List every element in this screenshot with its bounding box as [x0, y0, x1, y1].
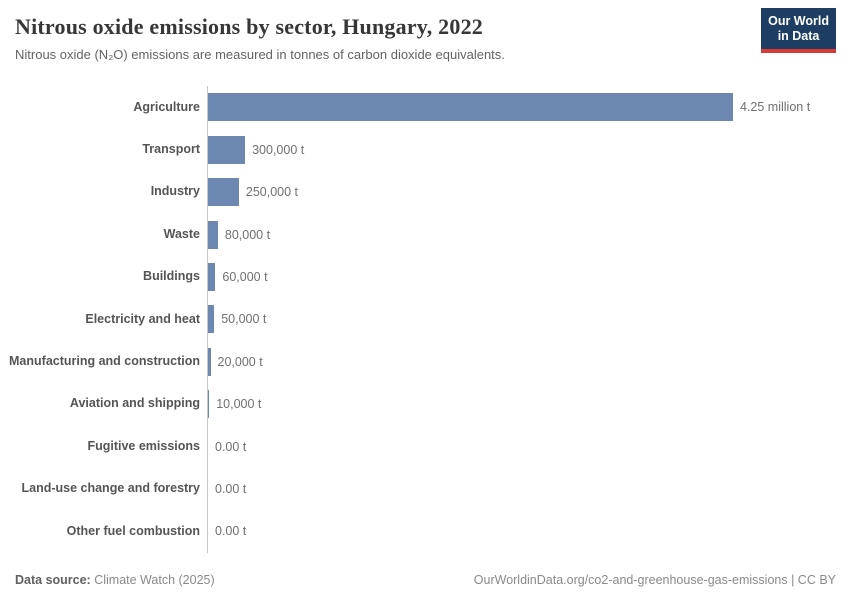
bar-track: 50,000 t: [207, 298, 850, 341]
value-label: 80,000 t: [224, 227, 271, 242]
bar-track: 80,000 t: [207, 213, 850, 256]
bar[interactable]: [208, 390, 210, 419]
data-source: Data source: Climate Watch (2025): [15, 573, 215, 587]
value-label: 20,000 t: [217, 354, 263, 369]
bar[interactable]: [208, 135, 246, 164]
bar-track: 0.00 t: [207, 425, 850, 468]
value-label: 0.00 t: [215, 439, 247, 454]
owid-logo-line2: in Data: [777, 29, 820, 43]
value-label: 50,000 t: [221, 312, 267, 327]
bar-track: 0.00 t: [207, 467, 850, 511]
category-label: Industry: [150, 184, 200, 199]
value-label: 60,000 t: [222, 270, 268, 285]
page-title: Nitrous oxide emissions by sector, Hunga…: [15, 14, 483, 39]
chart-row: Electricity and heat 50,000 t: [0, 298, 850, 341]
chart-row: Aviation and shipping 10,000 t: [0, 383, 850, 426]
category-label: Manufacturing and construction: [9, 353, 200, 368]
chart-row: Other fuel combustion 0.00 t: [0, 510, 850, 553]
bar-track: 60,000 t: [207, 255, 850, 299]
owid-logo[interactable]: Our World in Data: [761, 8, 836, 53]
category-label: Transport: [142, 141, 200, 156]
chart-subtitle: Nitrous oxide (N₂O) emissions are measur…: [15, 47, 505, 63]
bar[interactable]: [208, 93, 733, 122]
bar[interactable]: [208, 178, 239, 207]
value-label: 0.00 t: [215, 524, 247, 539]
bar[interactable]: [208, 347, 211, 376]
bar[interactable]: [208, 220, 218, 249]
chart-row: Fugitive emissions 0.00 t: [0, 425, 850, 468]
chart-row: Waste 80,000 t: [0, 213, 850, 256]
citation-link[interactable]: OurWorldinData.org/co2-and-greenhouse-ga…: [473, 573, 836, 587]
bar-track: 0.00 t: [207, 510, 850, 553]
value-label: 0.00 t: [215, 481, 247, 496]
category-label: Aviation and shipping: [69, 396, 200, 411]
bar-track: 250,000 t: [207, 171, 850, 214]
owid-logo-line1: Our World: [768, 14, 829, 28]
chart-header: Nitrous oxide emissions by sector, Hunga…: [0, 0, 850, 64]
category-label: Other fuel combustion: [66, 523, 200, 538]
category-label: Land-use change and forestry: [21, 481, 200, 496]
value-label: 4.25 million t: [740, 100, 811, 115]
category-label: Electricity and heat: [85, 311, 200, 326]
chart-footer: Data source: Climate Watch (2025) OurWor…: [15, 573, 836, 587]
bar-track: 4.25 million t: [207, 86, 850, 129]
data-source-value: Climate Watch (2025): [94, 573, 215, 587]
bar[interactable]: [208, 263, 216, 292]
bar[interactable]: [208, 305, 215, 334]
value-label: 300,000 t: [252, 142, 305, 157]
chart-row: Industry 250,000 t: [0, 171, 850, 214]
category-label: Agriculture: [133, 99, 200, 114]
bar-track: 20,000 t: [207, 340, 850, 384]
value-label: 10,000 t: [216, 397, 262, 412]
chart-row: Agriculture 4.25 million t: [0, 86, 850, 129]
bar-chart: Agriculture 4.25 million t Transport 300,00…: [0, 86, 850, 553]
bar-track: 10,000 t: [207, 383, 850, 426]
category-label: Waste: [163, 226, 200, 241]
chart-row: Land-use change and forestry 0.00 t: [0, 467, 850, 511]
chart-row: Buildings 60,000 t: [0, 255, 850, 299]
value-label: 250,000 t: [245, 185, 299, 200]
chart-row: Transport 300,000 t: [0, 128, 850, 172]
category-label: Fugitive emissions: [87, 438, 200, 453]
data-source-label: Data source:: [15, 573, 91, 587]
category-label: Buildings: [143, 269, 200, 284]
bar-track: 300,000 t: [207, 128, 850, 172]
chart-row: Manufacturing and construction 20,000 t: [0, 340, 850, 384]
